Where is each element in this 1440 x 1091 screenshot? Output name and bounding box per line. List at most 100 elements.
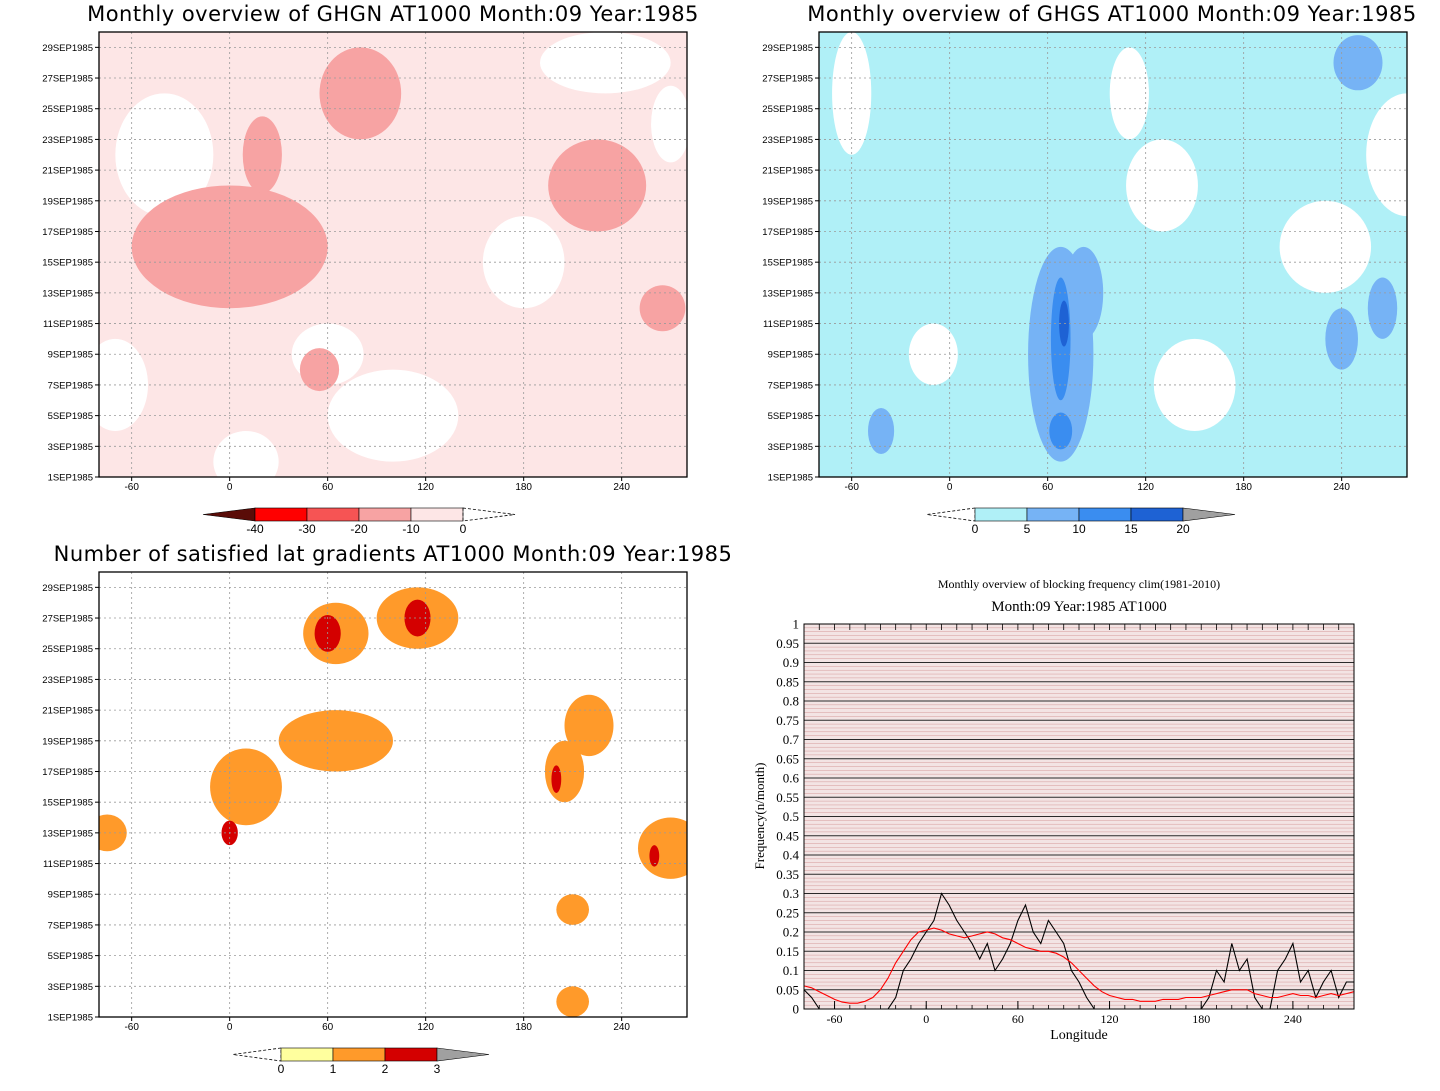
plot-frame xyxy=(98,571,688,1018)
blank-area xyxy=(1279,200,1372,293)
y-tick-label: 0.95 xyxy=(776,636,799,651)
y-tick-label: 17SEP1985 xyxy=(762,227,813,238)
y-tick-label: 29SEP1985 xyxy=(762,43,813,54)
y-tick-label: 0.25 xyxy=(776,905,799,920)
x-tick-label: 60 xyxy=(1012,1012,1024,1026)
colorbar-box xyxy=(280,1047,334,1062)
x-tick-label: 120 xyxy=(1137,482,1154,493)
y-tick-label: 25SEP1985 xyxy=(42,644,93,655)
y-tick-label: 0.3 xyxy=(783,886,799,901)
y-tick-label: 0.85 xyxy=(776,674,799,689)
y-tick-label: 17SEP1985 xyxy=(42,227,93,238)
y-tick-label: 27SEP1985 xyxy=(762,74,813,85)
contour-region xyxy=(638,817,687,879)
y-tick-label: 7SEP1985 xyxy=(768,380,813,391)
ghgs-panel: -60 0 60 120 180 240 1SEP1985 3SEP1985 5SEP1985 7… xyxy=(762,2,1416,536)
plot-title: Monthly overview of blocking frequency c… xyxy=(938,577,1220,591)
y-tick-label: 9SEP1985 xyxy=(48,890,93,901)
y-tick-label: 13SEP1985 xyxy=(42,288,93,299)
y-tick-label: 1SEP1985 xyxy=(48,473,93,484)
y-tick-label: 15SEP1985 xyxy=(42,258,93,269)
blank-area xyxy=(1366,93,1407,217)
y-tick-label: 27SEP1985 xyxy=(42,614,93,625)
contour-region xyxy=(1333,35,1383,91)
colorbar: 0 5 10 15 20 xyxy=(926,507,1236,536)
y-tick-label: 0.15 xyxy=(776,944,799,959)
contour-region xyxy=(639,285,686,332)
colorbar-box xyxy=(974,507,1028,522)
y-tick-label: 19SEP1985 xyxy=(42,736,93,747)
ghgn-panel: -60 0 60 120 180 240 1SEP1985 3SEP1985 5SEP1985 7… xyxy=(42,2,699,536)
y-tick-label: 0.65 xyxy=(776,751,799,766)
x-tick-label: 240 xyxy=(1333,482,1350,493)
blank-area xyxy=(908,323,958,385)
colorbar-end-triangle xyxy=(1182,507,1236,522)
colorbar-label: 0 xyxy=(972,522,979,536)
x-tick-label: 240 xyxy=(613,482,630,493)
y-tick-label: 15SEP1985 xyxy=(762,258,813,269)
colorbar-label: -10 xyxy=(402,522,420,536)
y-tick-label: 9SEP1985 xyxy=(768,350,813,361)
colorbar-label: -40 xyxy=(246,522,264,536)
y-tick-label: 19SEP1985 xyxy=(42,196,93,207)
y-tick-label: 5SEP1985 xyxy=(48,951,93,962)
y-tick-label: 5SEP1985 xyxy=(48,411,93,422)
x-tick-label: 60 xyxy=(322,1022,334,1033)
x-tick-label: -60 xyxy=(124,482,139,493)
y-tick-label: 21SEP1985 xyxy=(42,706,93,717)
plot-frame xyxy=(818,31,1408,478)
contour-region xyxy=(131,185,328,309)
colorbar-box xyxy=(384,1047,438,1062)
blank-area xyxy=(540,32,671,94)
field-area xyxy=(819,32,1407,477)
y-tick-label: 1SEP1985 xyxy=(48,1013,93,1024)
y-tick-label: 25SEP1985 xyxy=(42,104,93,115)
plot-frame xyxy=(98,31,688,478)
y-tick-label: 1SEP1985 xyxy=(768,473,813,484)
x-tick-label: 180 xyxy=(515,482,532,493)
y-tick-label: 13SEP1985 xyxy=(42,828,93,839)
contour-region xyxy=(1064,246,1104,339)
colorbar-label: 20 xyxy=(1176,522,1190,536)
plot-title: Number of satisfied lat gradients AT1000… xyxy=(54,542,733,566)
contour-region xyxy=(649,845,660,867)
contour-region xyxy=(551,765,562,793)
colorbar-label: 3 xyxy=(434,1062,441,1076)
x-tick-label: -60 xyxy=(124,1022,139,1033)
y-tick-label: 17SEP1985 xyxy=(42,767,93,778)
y-tick-label: 9SEP1985 xyxy=(48,350,93,361)
x-tick-label: 120 xyxy=(1101,1012,1119,1026)
lat-gradients-panel: -60 0 60 120 180 2401SEP19853SEP19855SEP19857… xyxy=(42,542,732,1076)
x-tick-label: -60 xyxy=(827,1012,843,1026)
colorbar-end-triangle xyxy=(436,1047,490,1062)
y-tick-label: 0.05 xyxy=(776,982,799,997)
x-axis-label: Longitude xyxy=(1050,1028,1108,1043)
colorbar-label: 2 xyxy=(382,1062,389,1076)
colorbar-label: -20 xyxy=(350,522,368,536)
y-tick-label: 0.45 xyxy=(776,828,799,843)
colorbar-box xyxy=(1026,507,1080,522)
colorbar-label: 5 xyxy=(1024,522,1031,536)
y-tick-label: 0.9 xyxy=(783,655,799,670)
colorbar-label: 15 xyxy=(1124,522,1138,536)
colorbar-label: 0 xyxy=(278,1062,285,1076)
colorbar: 0 1 2 3 xyxy=(232,1047,490,1076)
contour-region xyxy=(299,348,340,392)
field-area xyxy=(99,32,687,477)
y-tick-label: 11SEP1985 xyxy=(43,319,93,330)
contour-region xyxy=(1049,412,1073,450)
plot-title: Monthly overview of GHGN AT1000 Month:09… xyxy=(87,2,699,26)
x-tick-label: 240 xyxy=(1284,1012,1302,1026)
colorbar-open-end xyxy=(462,507,516,522)
plot-subtitle: Month:09 Year:1985 AT1000 xyxy=(991,599,1166,615)
x-tick-label: 120 xyxy=(417,1022,434,1033)
colorbar: -40 -30 -20 -10 0 xyxy=(202,507,516,536)
blank-area xyxy=(115,93,214,217)
colorbar-label: 1 xyxy=(330,1062,337,1076)
x-tick-label: 240 xyxy=(613,1022,630,1033)
y-tick-label: 15SEP1985 xyxy=(42,798,93,809)
y-tick-label: 25SEP1985 xyxy=(762,104,813,115)
colorbar-box xyxy=(332,1047,386,1062)
y-tick-label: 3SEP1985 xyxy=(48,982,93,993)
